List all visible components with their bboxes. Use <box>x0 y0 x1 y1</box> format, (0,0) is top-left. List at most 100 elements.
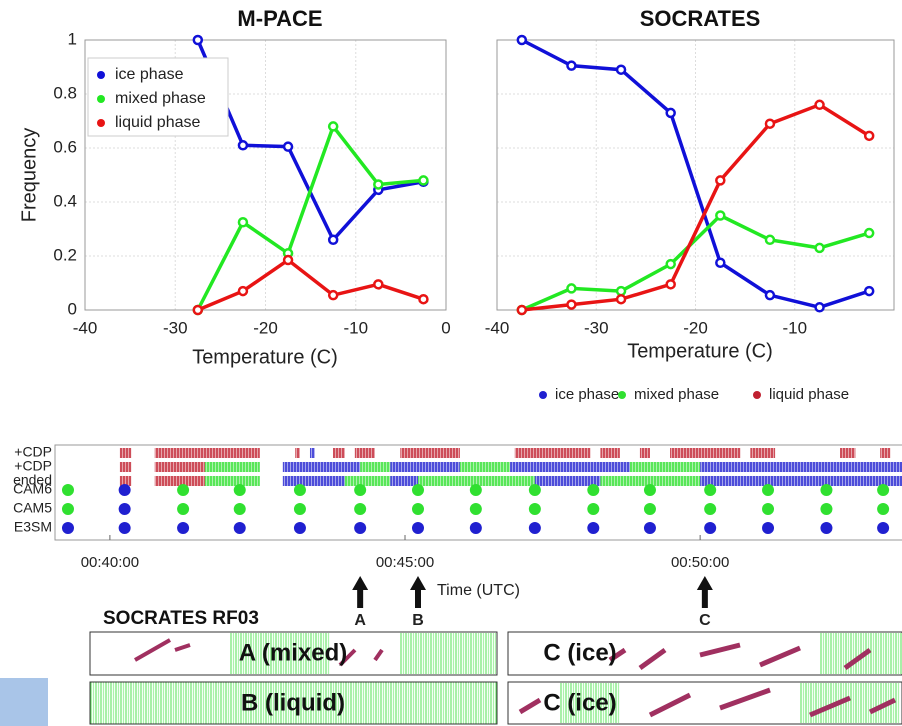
data-point <box>284 143 292 151</box>
chart-title: SOCRATES <box>640 6 761 31</box>
annotation-arrow <box>697 576 713 608</box>
y-tick-label: 0.8 <box>53 83 77 102</box>
model-phase-dot <box>62 522 74 534</box>
segment-texture <box>840 448 855 458</box>
row-label: E3SM <box>14 519 52 535</box>
model-phase-dot <box>704 503 716 515</box>
segment-texture <box>155 476 205 486</box>
data-point <box>816 101 824 109</box>
data-point <box>567 284 575 292</box>
data-point <box>194 36 202 44</box>
data-point <box>239 218 247 226</box>
chart-title: M-PACE <box>237 6 322 31</box>
data-point <box>766 236 774 244</box>
legend-marker <box>97 119 105 127</box>
annotation-label: A <box>354 612 366 629</box>
y-axis-label: Frequency <box>18 128 40 223</box>
panels-title: SOCRATES RF03 <box>103 608 259 629</box>
segment-texture <box>700 476 902 486</box>
segment-texture <box>640 448 650 458</box>
data-point <box>865 132 873 140</box>
model-phase-dot <box>354 522 366 534</box>
segment-texture <box>400 448 460 458</box>
data-point <box>329 236 337 244</box>
model-phase-dot <box>877 484 889 496</box>
row-label: CAM5 <box>13 500 52 516</box>
model-phase-dot <box>704 522 716 534</box>
model-phase-dot <box>177 503 189 515</box>
segment-texture <box>205 476 260 486</box>
model-phase-dot <box>820 522 832 534</box>
model-phase-dot <box>762 503 774 515</box>
x-axis-label: Temperature (C) <box>627 340 773 362</box>
model-phase-dot <box>294 484 306 496</box>
model-phase-dot <box>644 503 656 515</box>
legend-marker <box>97 95 105 103</box>
model-phase-dot <box>294 503 306 515</box>
model-phase-dot <box>234 503 246 515</box>
data-point <box>194 306 202 314</box>
model-phase-dot <box>412 503 424 515</box>
segment-texture <box>283 476 345 486</box>
annotation-label: B <box>412 612 424 629</box>
data-point <box>667 280 675 288</box>
legend-label: mixed phase <box>115 90 206 107</box>
x-tick-label: -20 <box>683 318 708 337</box>
x-axis-label: Temperature (C) <box>192 346 338 368</box>
series-line <box>198 260 424 310</box>
model-phase-dot <box>354 503 366 515</box>
model-phase-dot <box>529 522 541 534</box>
x-tick-label: -40 <box>73 318 98 337</box>
figure: SOCRATES RF03 A (mixed) B (liquid) C (ic… <box>0 0 902 726</box>
data-point <box>865 287 873 295</box>
data-point <box>419 176 427 184</box>
segment-texture <box>155 448 260 458</box>
data-point <box>617 287 625 295</box>
y-tick-label: 0 <box>68 299 77 318</box>
segment-texture <box>283 462 360 472</box>
data-point <box>567 301 575 309</box>
panel-label: B (liquid) <box>241 689 345 716</box>
model-phase-dot <box>877 522 889 534</box>
data-point <box>716 212 724 220</box>
x-axis-label: Time (UTC) <box>437 582 520 599</box>
segment-texture <box>750 448 775 458</box>
series-line <box>522 105 869 310</box>
data-point <box>865 229 873 237</box>
annotation-arrow <box>410 576 426 608</box>
legend-marker <box>753 391 761 399</box>
segment-texture <box>515 448 591 458</box>
model-phase-dot <box>177 484 189 496</box>
legend-label: liquid phase <box>769 386 849 403</box>
segment-texture <box>630 462 700 472</box>
data-point <box>239 141 247 149</box>
data-point <box>617 295 625 303</box>
segment-texture <box>460 462 510 472</box>
model-phase-dot <box>587 503 599 515</box>
segment-texture <box>295 448 300 458</box>
model-phase-dot <box>644 522 656 534</box>
data-point <box>329 122 337 130</box>
data-point <box>239 287 247 295</box>
data-point <box>518 306 526 314</box>
segment-texture <box>390 476 418 486</box>
model-phase-dot <box>119 522 131 534</box>
model-phase-dot <box>644 484 656 496</box>
annotation-arrow <box>352 576 368 608</box>
segment-texture <box>600 448 619 458</box>
x-tick-label: 0 <box>441 318 450 337</box>
data-point <box>329 291 337 299</box>
segment-texture <box>360 462 390 472</box>
model-phase-dot <box>529 484 541 496</box>
segment-texture <box>535 476 601 486</box>
x-tick-label: 00:50:00 <box>671 554 729 571</box>
data-point <box>716 176 724 184</box>
data-point <box>816 303 824 311</box>
segment-texture <box>700 462 902 472</box>
segment-texture <box>880 448 890 458</box>
model-phase-dot <box>587 484 599 496</box>
model-phase-dot <box>762 522 774 534</box>
model-phase-dot <box>820 484 832 496</box>
model-phase-dot <box>294 522 306 534</box>
x-tick-label: 00:45:00 <box>376 554 434 571</box>
